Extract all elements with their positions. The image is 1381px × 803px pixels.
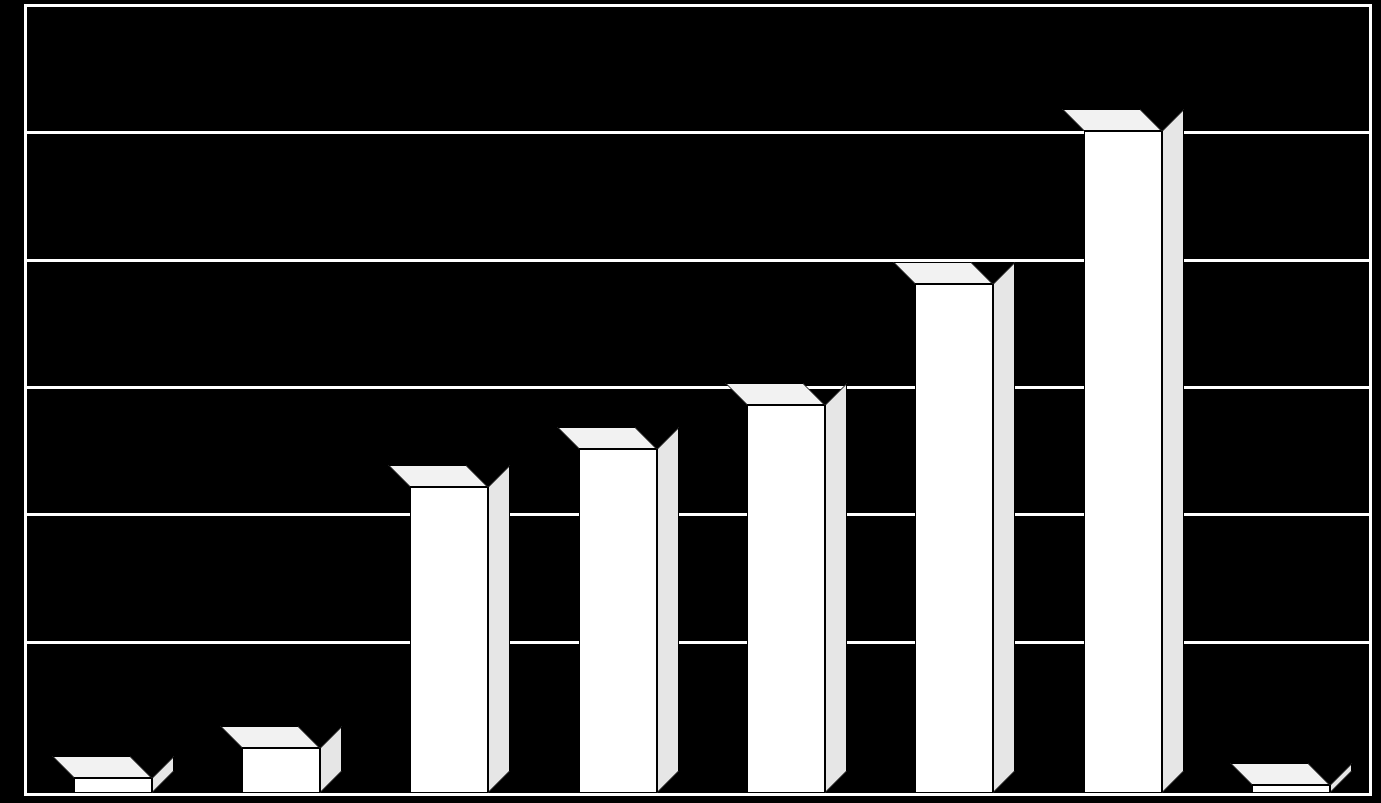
bar-chart-3d bbox=[0, 0, 1381, 803]
bar bbox=[242, 726, 320, 793]
bar-side bbox=[488, 465, 510, 793]
bar-side bbox=[657, 427, 679, 793]
plot-area bbox=[24, 4, 1372, 796]
bar-front bbox=[579, 449, 657, 793]
bar-front bbox=[747, 405, 825, 793]
bar-side bbox=[825, 383, 847, 793]
bar bbox=[915, 262, 993, 793]
bar-top bbox=[1062, 109, 1162, 131]
bar-top bbox=[388, 465, 488, 487]
bar bbox=[579, 427, 657, 793]
bar-top bbox=[220, 726, 320, 748]
bar-front bbox=[1084, 131, 1162, 793]
bar-top bbox=[557, 427, 657, 449]
bar-front bbox=[915, 284, 993, 793]
bar bbox=[1084, 109, 1162, 793]
bar-front bbox=[242, 748, 320, 793]
bar bbox=[1252, 763, 1330, 793]
bar-front bbox=[74, 778, 152, 793]
bar-top bbox=[725, 383, 825, 405]
bar bbox=[747, 383, 825, 793]
bar bbox=[410, 465, 488, 793]
bar-top bbox=[893, 262, 993, 284]
bar-side bbox=[1162, 109, 1184, 793]
bar-side bbox=[993, 262, 1015, 793]
gridline bbox=[27, 4, 1369, 7]
bar bbox=[74, 756, 152, 793]
bar-front bbox=[1252, 785, 1330, 793]
bar-front bbox=[410, 487, 488, 793]
